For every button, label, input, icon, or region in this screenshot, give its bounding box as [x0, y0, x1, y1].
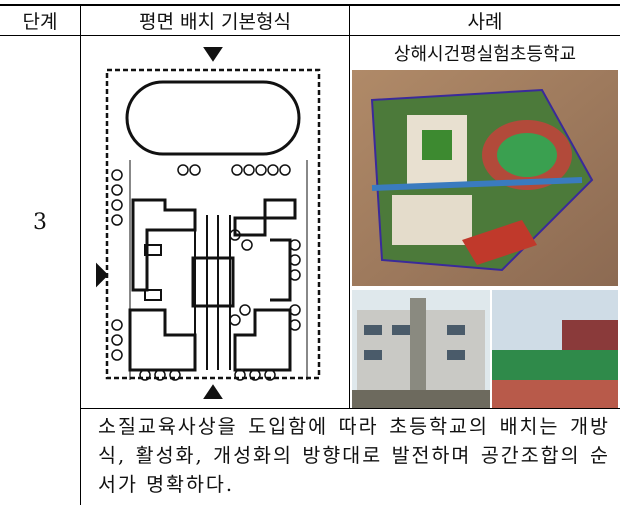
description: 소질교육사상을 도입함에 따라 초등학교의 배치는 개방식, 활성화, 개성화의… — [98, 415, 610, 496]
header-cell: 단계 — [22, 10, 58, 33]
rule — [80, 4, 81, 505]
stage-cell: 3 — [33, 209, 47, 235]
header-cell: 사례 — [467, 10, 503, 33]
aerial-photo — [352, 70, 618, 286]
rule — [349, 4, 350, 409]
school-name: 상해시건평실험초등학교 — [393, 44, 577, 65]
building-photo — [352, 290, 490, 408]
header-cell: 평면 배치 기본형식 — [139, 10, 291, 33]
rule — [80, 408, 620, 409]
rule — [0, 4, 620, 6]
field-photo — [492, 290, 618, 408]
site-plan — [96, 47, 321, 399]
rule — [0, 35, 620, 36]
